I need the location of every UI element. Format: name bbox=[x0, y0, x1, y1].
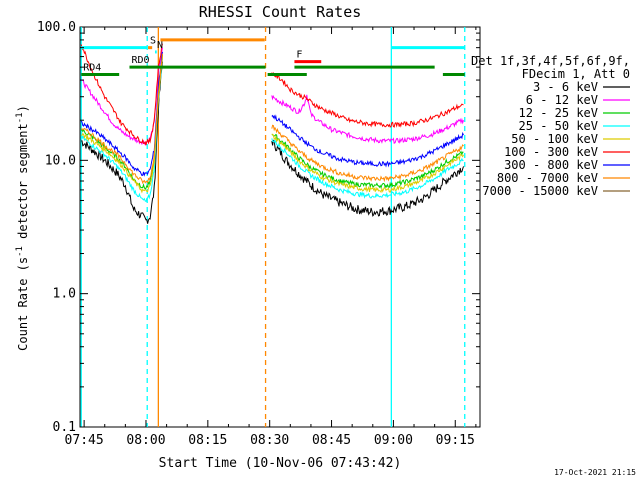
legend-header-1: Det 1f,3f,4f,5f,6f,9f, bbox=[471, 54, 630, 68]
y-tick-label-100-0: 100.0 bbox=[37, 20, 76, 35]
legend-label-300-800-kev: 300 - 800 keV bbox=[504, 158, 598, 172]
state-bars: S N F RD0 RD4 bbox=[81, 36, 465, 77]
series-3-6-kev-a bbox=[81, 61, 163, 224]
legend-label-100-300-kev: 100 - 300 keV bbox=[504, 145, 598, 159]
state-bar-label-n: N bbox=[157, 40, 163, 51]
y-tick-label-0-1: 0.1 bbox=[53, 420, 76, 435]
legend-label-800-7000-kev: 800 - 7000 keV bbox=[497, 171, 598, 185]
x-tick-label-08-30: 08:30 bbox=[250, 433, 289, 448]
state-bar-label-rd0: RD0 bbox=[131, 55, 149, 66]
series-25-50-kev-a bbox=[80, 58, 163, 203]
series-50-100-kev-a bbox=[81, 56, 163, 194]
y-axis-label: Count Rate (s-1 detector segment-1) bbox=[15, 105, 30, 351]
state-bar-label-f: F bbox=[296, 50, 302, 61]
x-tick-label-08-45: 08:45 bbox=[312, 433, 351, 448]
plot-frame bbox=[79, 26, 481, 428]
series-800-7000-kev-a bbox=[80, 53, 163, 185]
legend-label-3-6-kev: 3 - 6 keV bbox=[533, 80, 598, 94]
series-300-800-kev-b bbox=[271, 114, 464, 168]
legend-label-25-50-kev: 25 - 50 keV bbox=[519, 119, 598, 133]
chart-title: RHESSI Count Rates bbox=[199, 3, 362, 21]
legend-label-6-12-kev: 6 - 12 keV bbox=[526, 93, 598, 107]
x-tick-label-08-15: 08:15 bbox=[188, 433, 227, 448]
series-group bbox=[80, 43, 464, 224]
series-300-800-kev-a bbox=[80, 51, 163, 177]
y-tick-label-1-0: 1.0 bbox=[53, 287, 76, 302]
legend: Det 1f,3f,4f,5f,6f,9f, FDecim 1, Att 0 3… bbox=[471, 54, 630, 198]
footer-date: 17-Oct-2021 21:15 bbox=[554, 468, 636, 477]
x-tick-label-09-15: 09:15 bbox=[436, 433, 475, 448]
series-25-50-kev-b bbox=[271, 138, 464, 199]
series-3-6-kev-b bbox=[271, 139, 464, 217]
x-axis: 07:45 08:00 08:15 08:30 08:45 09:00 09:15 bbox=[65, 27, 477, 448]
x-axis-label: Start Time (10-Nov-06 07:43:42) bbox=[159, 456, 402, 471]
state-bar-label-s: S bbox=[150, 36, 156, 47]
legend-label-50-100-kev: 50 - 100 keV bbox=[511, 132, 598, 146]
y-axis: 100.0 10.0 1.0 0.1 bbox=[37, 20, 480, 435]
y-tick-label-10-0: 10.0 bbox=[45, 153, 76, 168]
series-800-7000-kev-b bbox=[271, 124, 464, 183]
vertical-markers bbox=[80, 27, 466, 427]
legend-header-2: FDecim 1, Att 0 bbox=[522, 67, 630, 81]
x-tick-label-09-00: 09:00 bbox=[374, 433, 413, 448]
series-100-300-kev-b bbox=[271, 71, 464, 128]
series-6-12-kev-b bbox=[271, 94, 464, 144]
plot-area bbox=[79, 26, 481, 428]
x-tick-label-07-45: 07:45 bbox=[65, 433, 104, 448]
x-tick-label-08-00: 08:00 bbox=[126, 433, 165, 448]
series-12-25-kev-b bbox=[271, 133, 464, 190]
legend-label-7000-15000-kev: 7000 - 15000 keV bbox=[482, 184, 598, 198]
series-50-100-kev-b bbox=[271, 133, 464, 194]
legend-label-12-25-kev: 12 - 25 keV bbox=[519, 106, 598, 120]
state-bar-label-rd4: RD4 bbox=[83, 63, 101, 74]
